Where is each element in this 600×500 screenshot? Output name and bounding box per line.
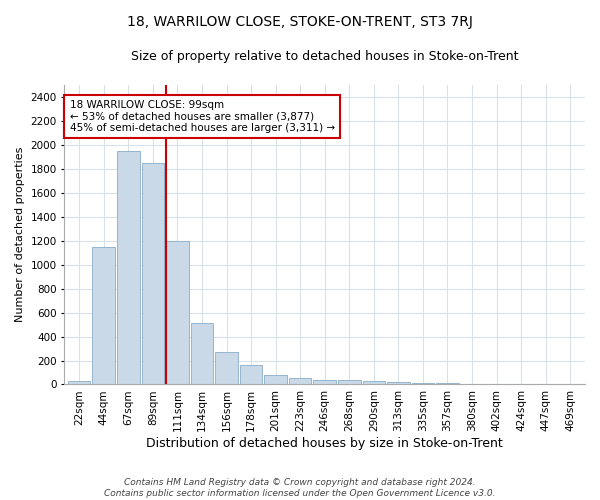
Bar bbox=[289, 378, 311, 384]
Text: 18 WARRILOW CLOSE: 99sqm
← 53% of detached houses are smaller (3,877)
45% of sem: 18 WARRILOW CLOSE: 99sqm ← 53% of detach… bbox=[70, 100, 335, 133]
Bar bbox=[191, 324, 213, 384]
Y-axis label: Number of detached properties: Number of detached properties bbox=[15, 147, 25, 322]
Bar bbox=[215, 352, 238, 384]
Bar bbox=[166, 240, 188, 384]
Bar bbox=[313, 380, 336, 384]
Text: Contains HM Land Registry data © Crown copyright and database right 2024.
Contai: Contains HM Land Registry data © Crown c… bbox=[104, 478, 496, 498]
Bar bbox=[362, 381, 385, 384]
Bar bbox=[265, 376, 287, 384]
Bar bbox=[92, 246, 115, 384]
Text: 18, WARRILOW CLOSE, STOKE-ON-TRENT, ST3 7RJ: 18, WARRILOW CLOSE, STOKE-ON-TRENT, ST3 … bbox=[127, 15, 473, 29]
Bar bbox=[68, 381, 91, 384]
X-axis label: Distribution of detached houses by size in Stoke-on-Trent: Distribution of detached houses by size … bbox=[146, 437, 503, 450]
Bar bbox=[387, 382, 410, 384]
Bar bbox=[117, 151, 140, 384]
Bar bbox=[142, 163, 164, 384]
Bar bbox=[240, 366, 262, 384]
Title: Size of property relative to detached houses in Stoke-on-Trent: Size of property relative to detached ho… bbox=[131, 50, 518, 63]
Bar bbox=[338, 380, 361, 384]
